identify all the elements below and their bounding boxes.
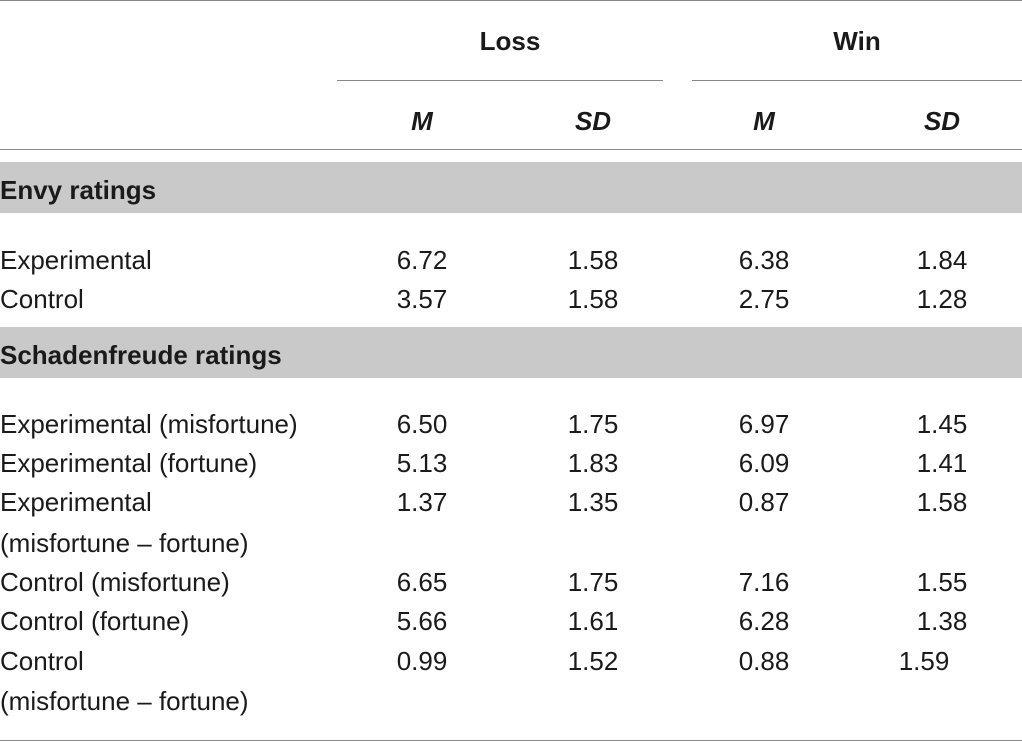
cell-loss-m: 3.57 <box>396 284 448 314</box>
loss-group-rule <box>337 80 663 81</box>
cell-loss-m: 6.72 <box>396 245 448 275</box>
subheader-loss-sd: SD <box>574 106 612 136</box>
section-band-schadenfreude <box>0 327 1022 378</box>
cell-loss-m: 5.66 <box>396 606 448 636</box>
row-label: Experimental (fortune) <box>0 448 258 478</box>
cell-loss-sd: 1.75 <box>567 409 619 439</box>
cell-loss-sd: 1.52 <box>567 646 619 676</box>
row-label: Experimental <box>0 487 152 517</box>
row-label-continued: (misfortune – fortune) <box>0 528 249 558</box>
top-rule <box>0 0 1022 1</box>
cell-win-sd: 1.55 <box>916 567 968 597</box>
cell-win-sd: 1.59 <box>898 646 950 676</box>
row-label: Control <box>0 284 84 314</box>
cell-win-m: 6.97 <box>738 409 790 439</box>
cell-win-sd: 1.58 <box>916 487 968 517</box>
cell-loss-sd: 1.35 <box>567 487 619 517</box>
cell-loss-m: 6.50 <box>396 409 448 439</box>
win-group-rule <box>692 80 1022 81</box>
row-label: Experimental (misfortune) <box>0 409 298 439</box>
subheader-win-m: M <box>753 106 775 136</box>
cell-win-m: 2.75 <box>738 284 790 314</box>
cell-win-m: 6.09 <box>738 448 790 478</box>
cell-loss-m: 5.13 <box>396 448 448 478</box>
cell-win-sd: 1.38 <box>916 606 968 636</box>
subheader-win-sd: SD <box>923 106 961 136</box>
cell-win-m: 0.87 <box>738 487 790 517</box>
bottom-rule <box>0 740 1022 741</box>
section-title-schadenfreude: Schadenfreude ratings <box>0 340 282 370</box>
row-label: Control <box>0 646 84 676</box>
cell-loss-sd: 1.83 <box>567 448 619 478</box>
row-label: Control (fortune) <box>0 606 190 636</box>
row-label: Experimental <box>0 245 152 275</box>
cell-loss-sd: 1.58 <box>567 284 619 314</box>
cell-win-m: 6.28 <box>738 606 790 636</box>
cell-win-sd: 1.28 <box>916 284 968 314</box>
cell-win-m: 6.38 <box>738 245 790 275</box>
row-label-continued: (misfortune – fortune) <box>0 686 249 716</box>
cell-win-sd: 1.45 <box>916 409 968 439</box>
cell-loss-m: 6.65 <box>396 567 448 597</box>
row-label: Control (misfortune) <box>0 567 230 597</box>
cell-loss-sd: 1.58 <box>567 245 619 275</box>
header-bottom-rule <box>0 149 1022 150</box>
group-header-win: Win <box>833 26 881 56</box>
cell-win-sd: 1.84 <box>916 245 968 275</box>
cell-loss-m: 1.37 <box>396 487 448 517</box>
cell-loss-m: 0.99 <box>396 646 448 676</box>
group-header-loss: Loss <box>479 26 541 56</box>
subheader-loss-m: M <box>411 106 433 136</box>
cell-loss-sd: 1.75 <box>567 567 619 597</box>
section-title-envy: Envy ratings <box>0 175 157 205</box>
section-band-envy <box>0 162 1022 213</box>
cell-win-m: 7.16 <box>738 567 790 597</box>
cell-loss-sd: 1.61 <box>567 606 619 636</box>
cell-win-m: 0.88 <box>738 646 790 676</box>
cell-win-sd: 1.41 <box>916 448 968 478</box>
